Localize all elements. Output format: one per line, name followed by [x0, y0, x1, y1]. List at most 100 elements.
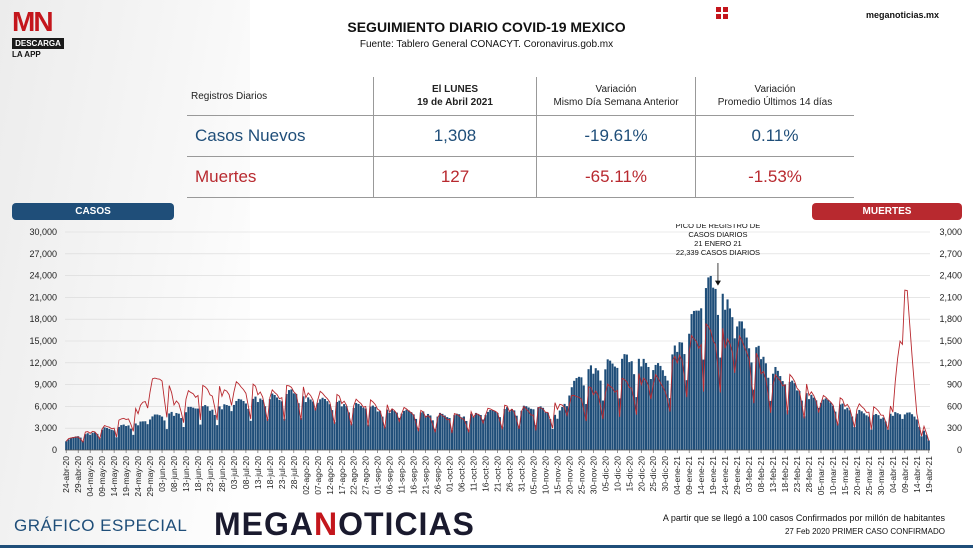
cases-bar	[863, 413, 866, 450]
app-logo[interactable]: MN DESCARGA LA APP	[12, 8, 64, 59]
cases-bar	[331, 410, 334, 450]
cases-bar	[585, 404, 588, 450]
cases-bar	[192, 407, 195, 450]
cases-bar	[582, 385, 585, 450]
cases-bar	[525, 406, 528, 450]
cases-bar	[513, 410, 516, 450]
cases-bar	[894, 412, 897, 450]
site-link[interactable]: meganoticias.mx	[865, 10, 939, 20]
cases-bar	[367, 424, 370, 450]
x-tick-label: 29-may-20	[145, 456, 155, 497]
cases-bar	[115, 437, 118, 450]
x-tick-label: 19-may-20	[121, 456, 131, 497]
page-title: SEGUIMIENTO DIARIO COVID-19 MEXICO	[347, 19, 626, 35]
x-tick-label: 25-mar-21	[864, 456, 874, 495]
cases-bar	[477, 413, 480, 450]
bottom-rule	[0, 545, 973, 548]
cases-bar	[587, 369, 590, 450]
y-tick-label-right: 300	[947, 423, 962, 433]
cases-bar	[252, 398, 255, 450]
cases-bar	[795, 390, 799, 450]
cases-bar	[379, 411, 382, 450]
stats-row-cases: Casos Nuevos 1,308 -19.61% 0.11%	[187, 115, 854, 157]
cases-bar	[673, 345, 676, 450]
cases-bar	[340, 406, 343, 450]
y-tick-label-right: 1,500	[939, 336, 962, 346]
cases-bar	[906, 412, 909, 450]
cases-bar	[84, 434, 87, 450]
x-tick-label: 06-oct-20	[457, 456, 467, 492]
cases-bar	[177, 413, 180, 450]
cases-bar	[858, 409, 861, 450]
cases-bar	[134, 423, 137, 450]
cases-bar	[113, 430, 116, 450]
cases-bar	[613, 366, 616, 450]
cases-bar	[656, 363, 660, 450]
cases-bar	[774, 366, 777, 450]
x-tick-label: 08-jun-20	[169, 456, 179, 492]
cases-bar	[455, 413, 458, 450]
cases-bar	[211, 409, 214, 450]
x-tick-label: 25-nov-20	[576, 456, 586, 495]
cases-bar	[908, 412, 911, 450]
cases-bar	[326, 401, 329, 450]
cases-bar	[403, 410, 406, 450]
stats-header-row: Registros Diarios El LUNES 19 de Abril 20…	[187, 77, 854, 116]
cases-bar	[431, 420, 434, 450]
cases-bar	[664, 375, 667, 450]
cases-bar	[278, 399, 281, 450]
cases-bar	[316, 402, 319, 450]
cases-bar	[812, 397, 815, 450]
y-tick-label-right: 0	[957, 445, 962, 455]
cases-bar	[807, 399, 811, 450]
cases-bar	[577, 376, 581, 450]
cases-bar	[649, 379, 652, 450]
cases-bar	[482, 419, 485, 450]
cases-bar	[395, 412, 398, 450]
cases-bar	[314, 408, 317, 450]
cases-bar	[546, 412, 549, 450]
cases-bar	[589, 365, 592, 450]
cases-bar	[666, 380, 669, 450]
cases-bar	[822, 399, 825, 450]
cases-bar	[714, 288, 717, 450]
cases-bar	[105, 427, 108, 450]
footer-note-1: A partir que se llegó a 100 casos Confir…	[662, 513, 945, 523]
cases-bar	[266, 418, 269, 450]
cases-bar	[129, 428, 132, 450]
y-tick-label-left: 15,000	[29, 336, 57, 346]
x-tick-label: 08-jul-20	[241, 456, 251, 489]
cases-bar	[352, 407, 355, 450]
cases-bar	[645, 362, 648, 450]
x-tick-label: 30-dic-20	[660, 456, 670, 492]
cases-bar	[438, 412, 442, 450]
cases-bar	[323, 399, 327, 450]
cases-bar	[141, 421, 144, 450]
cases-bar	[321, 397, 324, 450]
cases-bar	[117, 426, 120, 450]
cases-bar	[338, 400, 341, 450]
cases-bar	[896, 413, 899, 450]
cases-bar	[889, 413, 892, 450]
cases-bar	[393, 411, 396, 450]
cases-bar	[273, 395, 276, 450]
cases-bar	[489, 409, 492, 450]
x-tick-label: 21-sep-20	[421, 456, 431, 495]
cases-bar	[283, 418, 286, 450]
grid-icon[interactable]	[716, 7, 728, 19]
footer-label: GRÁFICO ESPECIAL	[14, 516, 188, 535]
cases-bar	[127, 425, 130, 450]
cases-bar	[558, 410, 561, 450]
cases-bar	[568, 395, 571, 450]
x-tick-label: 01-oct-20	[445, 456, 455, 492]
cases-bar	[640, 366, 643, 450]
cases-bar	[537, 407, 540, 450]
x-tick-label: 05-dic-20	[600, 456, 610, 492]
deaths-tag: MUERTES	[812, 203, 962, 220]
x-tick-label: 28-feb-21	[804, 456, 814, 493]
cases-bar	[328, 404, 331, 450]
cases-bar	[65, 441, 68, 450]
cases-bar	[407, 410, 410, 450]
x-tick-label: 01-sep-20	[373, 456, 383, 495]
cases-bar	[405, 409, 408, 450]
